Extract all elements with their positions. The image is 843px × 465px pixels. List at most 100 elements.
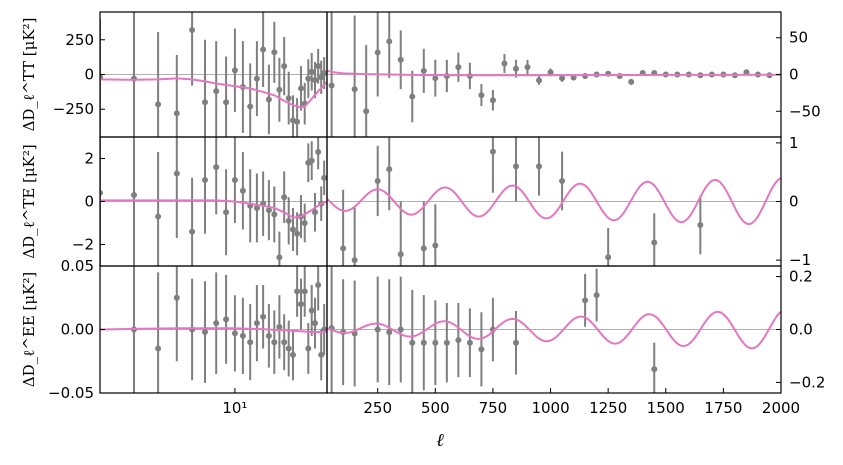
te-low-model-curve [100,199,327,219]
te-low-data-point [312,209,319,216]
ee-right-y-tick-label: 0.2 [789,268,813,286]
tt-right-y-tick-label: 50 [789,29,808,47]
ee-low-data-point [213,320,220,327]
ee-y-axis-label: ΔD_ℓ^EE [μK²] [20,272,38,387]
te-right-subplot: −1 0 1 [326,134,811,269]
tt-low-data-point [315,63,322,70]
tt-high-data-point [409,93,416,100]
te-high-data-point [397,251,404,258]
panel-te: −2 0 2 −1 0 1 ΔD_ℓ^TE [μK²] [20,134,811,269]
tt-right-y-tick-label: −50 [789,102,821,120]
ee-left-plot-area [100,266,327,393]
tt-left-y-tick-label: −250 [53,100,94,118]
ee-low-data-point [260,313,267,320]
ee-right-x-tick-label: 2000 [762,399,800,417]
te-low-data-point [231,177,238,183]
ee-high-data-point [582,297,589,304]
te-high-data-point [351,257,358,264]
tt-low-data-point [265,96,272,103]
ee-low-data-point [239,332,246,339]
te-low-data-point [223,209,230,216]
tt-low-data-point [223,99,230,106]
tt-high-data-point [351,86,358,93]
te-high-data-point [605,254,612,261]
tt-low-data-point [155,101,162,108]
ee-low-data-point [315,282,322,289]
te-high-data-point [559,177,566,184]
ee-low-data-point [294,288,301,295]
ee-high-data-point [466,339,473,346]
tt-low-data-point [285,95,292,102]
te-low-data-point [294,230,301,237]
tt-high-data-point [743,69,750,76]
ee-high-data-point [432,339,439,346]
tt-high-data-point [628,78,635,85]
ee-high-data-point [593,292,600,299]
ee-right-x-tick-label: 1750 [704,399,742,417]
ee-high-data-point [397,326,404,333]
tt-high-data-point [386,38,393,45]
tt-high-data-point [501,60,508,67]
te-low-data-point [265,207,272,214]
tt-low-data-point [247,103,254,110]
tt-right-y-tick-label: 0 [789,66,799,84]
panel-tt: −250 0 250 −50 0 50 ΔD_ℓ^TT [μK²] [20,11,821,138]
ee-left-y-tick-label: −0.05 [48,384,94,402]
ee-right-x-tick-label: 1250 [589,399,627,417]
ee-high-data-point [651,366,658,373]
ee-low-data-point [298,301,305,308]
tt-low-data-point [173,110,180,117]
tt-high-data-point [547,69,554,76]
tt-low-data-point [213,88,220,95]
tt-high-data-point [328,82,335,89]
ee-high-data-point [409,339,416,346]
ee-low-data-point [271,339,278,346]
tt-low-data-point [231,67,238,74]
ee-low-data-point [305,345,312,352]
tt-high-data-point [420,67,427,74]
te-low-data-point [281,194,288,201]
tt-left-y-tick-label: 0 [84,66,94,84]
tt-high-data-point [397,56,404,63]
te-left-y-tick-label: 0 [84,193,94,211]
tt-low-data-point [281,63,288,70]
te-low-data-point [271,211,278,218]
te-low-data-point [239,187,246,194]
ee-low-data-point [281,339,288,346]
ee-left-x-tick-label: 10¹ [222,399,247,417]
tt-high-data-point [536,77,543,84]
ee-low-data-point [202,329,209,336]
tt-right-plot-area [327,12,781,137]
ee-low-data-point [247,339,254,346]
tt-high-data-point [478,92,485,99]
tt-low-data-point [271,49,278,56]
te-high-data-point [420,245,427,252]
tt-low-model-curve [100,77,327,109]
ee-high-data-point [512,339,519,346]
ee-left-subplot: −0.05 0.00 0.05 10¹ [48,257,328,417]
te-right-plot-area [327,137,781,266]
ee-high-model-curve [327,310,781,350]
te-high-data-point [374,177,381,184]
tt-low-data-point [321,70,327,77]
te-low-data-point [100,189,103,196]
te-high-data-point [536,163,543,170]
tt-low-data-point [260,46,267,53]
tt-left-plot-area [100,12,327,137]
tt-low-data-point [202,99,209,106]
ee-left-y-tick-label: 0.00 [61,321,94,339]
tt-high-data-point [512,65,519,72]
te-high-data-point [697,221,704,228]
te-low-data-point [213,164,220,171]
tt-high-data-point [455,64,462,71]
ee-low-data-point [223,316,230,323]
tt-high-data-point [363,108,370,115]
ee-low-data-point [276,323,283,330]
te-left-plot-area [100,137,327,266]
ee-low-data-point [285,345,292,352]
te-high-data-point [432,242,439,249]
te-left-y-tick-label: −2 [72,236,94,254]
ee-low-data-point [155,345,162,352]
ee-low-data-point [253,320,260,327]
ee-right-x-tick-label: 750 [479,399,508,417]
